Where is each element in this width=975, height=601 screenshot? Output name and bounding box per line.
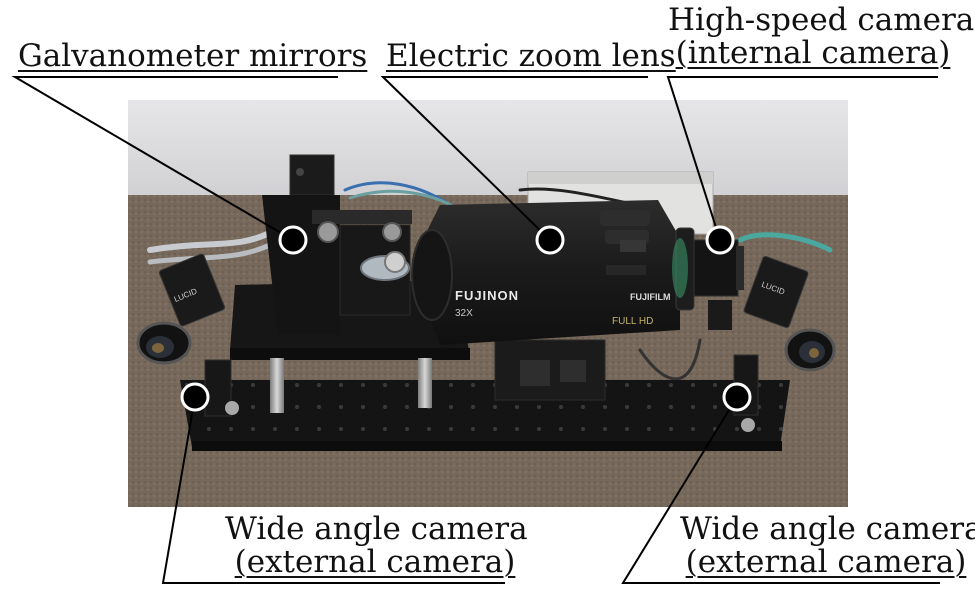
leader-zoom-lens bbox=[380, 76, 648, 241]
label-wide-left: Wide angle camera (external camera) bbox=[225, 511, 528, 580]
label-wide-left-line1: Wide angle camera bbox=[225, 511, 528, 547]
label-galvanometer: Galvanometer mirrors bbox=[18, 40, 367, 73]
marker-wide-left bbox=[180, 382, 210, 412]
cables bbox=[147, 181, 833, 381]
galvanometer-assembly bbox=[262, 154, 412, 335]
marker-wide-right bbox=[722, 382, 752, 412]
optical-breadboard bbox=[180, 380, 790, 451]
label-zoom-lens-text: Electric zoom lens bbox=[386, 38, 676, 74]
lens-badge-text: FULL HD bbox=[612, 316, 653, 327]
zoom-lens: FUJINON FUJIFILM 32X FULL HD bbox=[411, 200, 680, 345]
markers bbox=[180, 225, 752, 412]
label-galvanometer-text: Galvanometer mirrors bbox=[18, 38, 368, 74]
label-wide-right: Wide angle camera (external camera) bbox=[680, 511, 975, 580]
label-high-speed: High-speed camera (internal camera) bbox=[668, 2, 975, 71]
label-zoom-lens: Electric zoom lens bbox=[386, 40, 676, 73]
lens-brand-text: FUJINON bbox=[455, 288, 519, 303]
leader-wide-left bbox=[161, 396, 505, 584]
support-rods bbox=[270, 358, 432, 413]
leader-galvanometer bbox=[11, 76, 338, 241]
leader-high-speed bbox=[666, 76, 938, 241]
label-wide-right-line2: (external camera) bbox=[685, 544, 967, 580]
left-wide-camera: LUCID bbox=[136, 253, 239, 417]
label-high-speed-line1: High-speed camera bbox=[668, 2, 975, 38]
label-wide-right-line1: Wide angle camera bbox=[680, 511, 975, 547]
marker-galvanometer bbox=[278, 225, 308, 255]
marker-zoom-lens bbox=[535, 225, 565, 255]
lens-spec-text: 32X bbox=[455, 308, 473, 319]
label-wide-left-line2: (external camera) bbox=[234, 544, 516, 580]
translation-stage bbox=[494, 339, 606, 401]
leader-wide-right bbox=[621, 396, 940, 584]
marker-high-speed bbox=[705, 225, 735, 255]
leader-lines bbox=[11, 76, 940, 584]
lens-brand2-text: FUJIFILM bbox=[630, 292, 671, 302]
label-high-speed-line2: (internal camera) bbox=[675, 35, 951, 71]
